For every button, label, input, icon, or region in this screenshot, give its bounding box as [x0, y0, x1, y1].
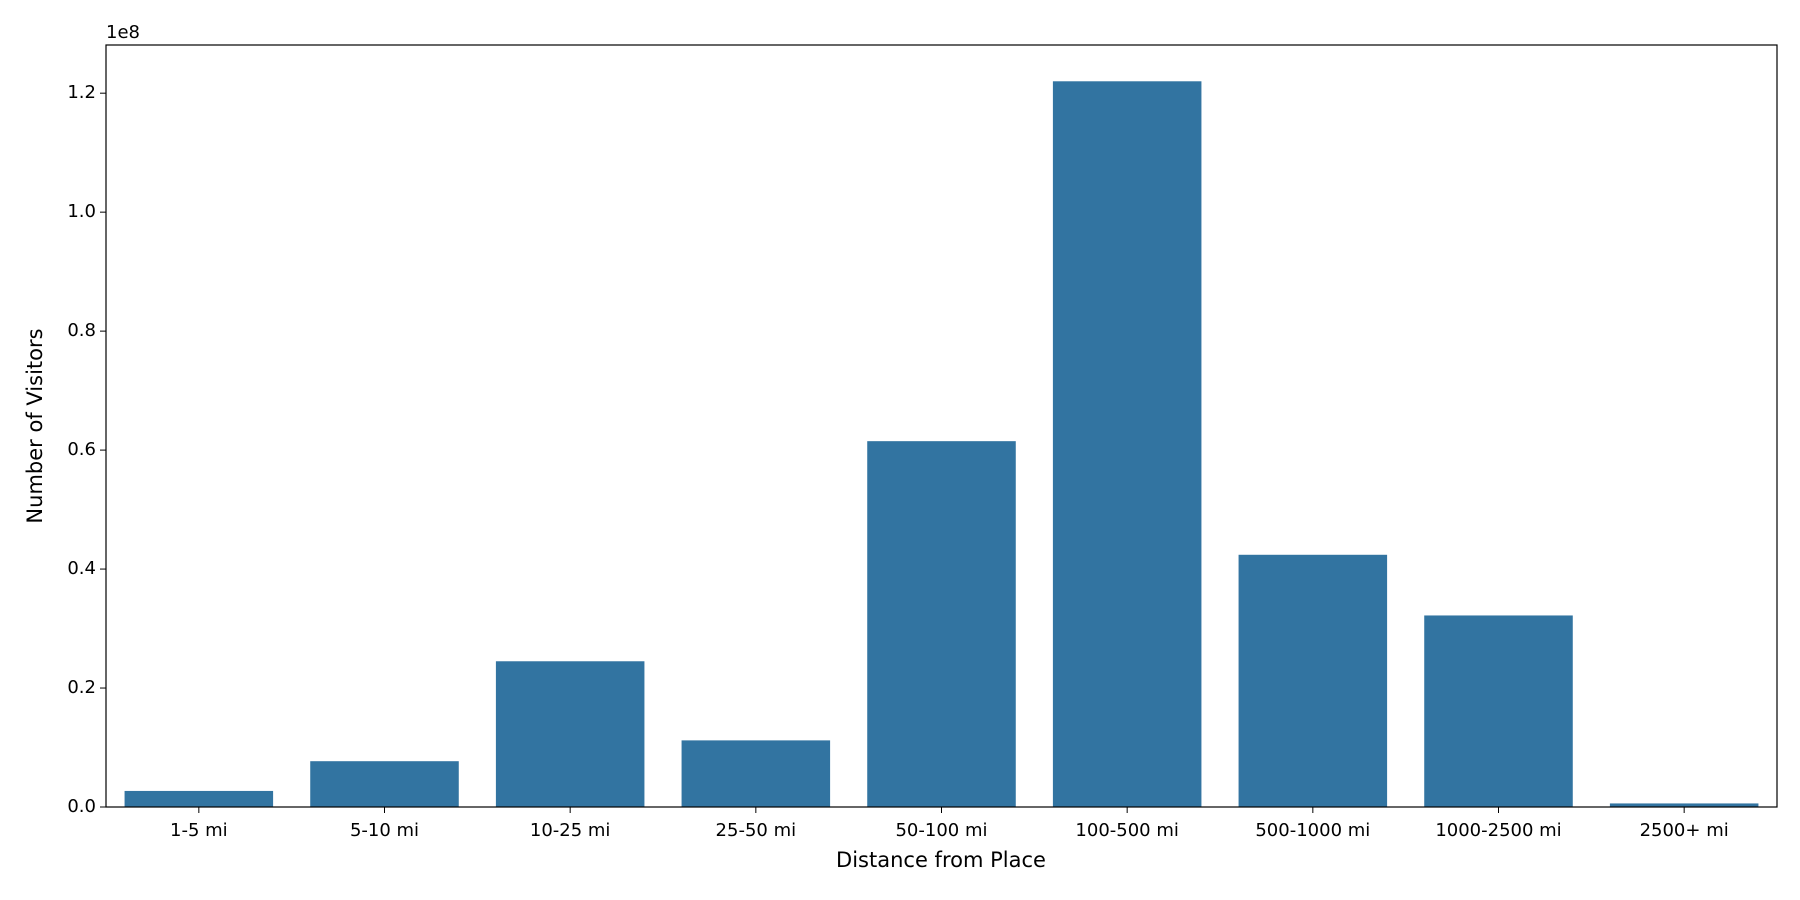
- bar: [1238, 554, 1388, 807]
- y-tick-label: 0.2: [67, 677, 96, 698]
- x-tick-label: 2500+ mi: [1640, 820, 1729, 841]
- bar: [1424, 615, 1573, 807]
- y-tick-label: 0.4: [67, 558, 96, 579]
- x-tick-label: 25-50 mi: [716, 820, 797, 841]
- bar: [1052, 81, 1202, 808]
- bar: [867, 441, 1016, 807]
- x-tick-label: 1-5 mi: [170, 820, 228, 841]
- bar: [124, 790, 274, 807]
- bar: [310, 761, 459, 807]
- x-tick-label: 100-500 mi: [1075, 820, 1178, 841]
- x-tick-label: 10-25 mi: [530, 820, 611, 841]
- x-axis-label: Distance from Place: [836, 848, 1046, 872]
- bar: [681, 740, 831, 807]
- y-offset-label: 1e8: [106, 22, 140, 43]
- x-tick-label: 50-100 mi: [895, 820, 987, 841]
- x-tick-label: 1000-2500 mi: [1435, 820, 1561, 841]
- y-axis-label: Number of Visitors: [23, 328, 47, 523]
- y-tick-label: 0.8: [67, 320, 96, 341]
- plot-frame: [105, 44, 1778, 808]
- bar: [495, 661, 645, 807]
- y-tick-label: 0.0: [67, 796, 96, 817]
- bar: [1609, 803, 1759, 807]
- y-tick-label: 1.0: [67, 201, 96, 222]
- y-tick-label: 0.6: [67, 439, 96, 460]
- x-tick-label: 500-1000 mi: [1255, 820, 1370, 841]
- x-tick-label: 5-10 mi: [350, 820, 419, 841]
- y-tick-label: 1.2: [67, 82, 96, 103]
